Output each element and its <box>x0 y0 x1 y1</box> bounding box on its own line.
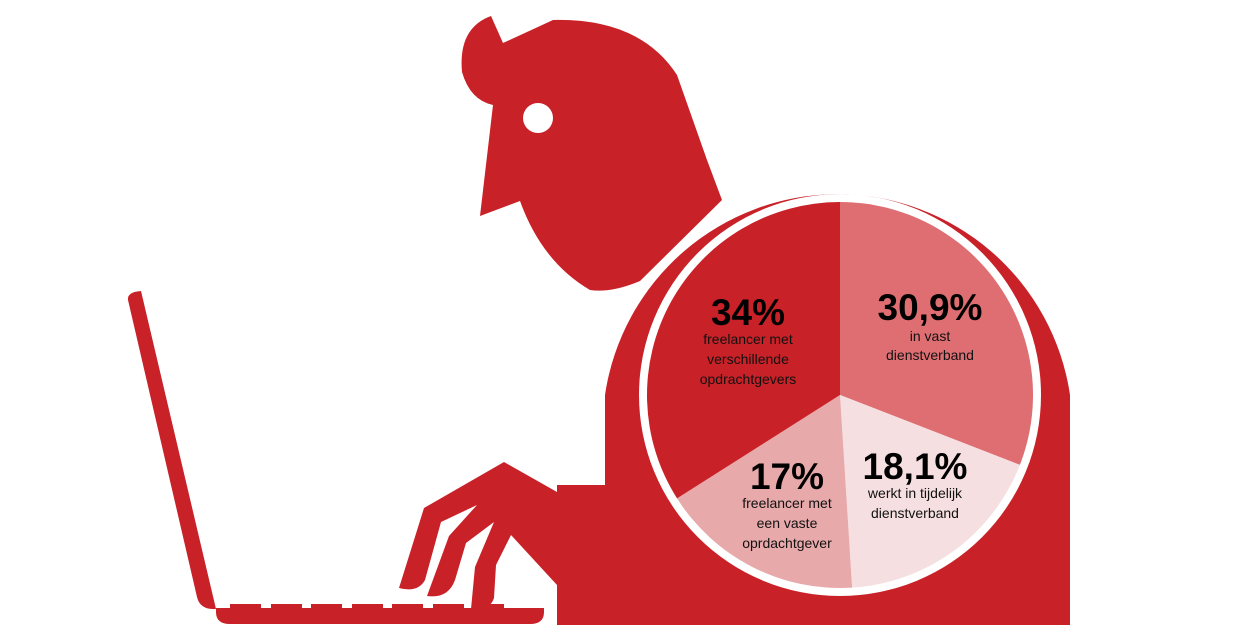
pie-slice-2 <box>677 395 853 588</box>
pie-chart <box>647 202 1033 588</box>
slice-text-0-1: dienstverband <box>886 347 974 363</box>
pie-slice-1 <box>840 395 1020 588</box>
slice-value-1: 18,1% <box>863 446 968 487</box>
slice-text-2-1: een vaste <box>757 515 818 531</box>
laptop-key <box>473 604 504 608</box>
laptop-base <box>216 608 544 624</box>
laptop-key <box>392 604 423 608</box>
laptop-key <box>230 604 261 608</box>
laptop-key <box>311 604 342 608</box>
slice-label-1: 18,1% werkt in tijdelijk dienstverband <box>863 446 968 521</box>
slice-value-0: 30,9% <box>878 287 983 328</box>
slice-value-2: 17% <box>750 456 824 497</box>
slice-text-1-1: dienstverband <box>871 505 959 521</box>
person-head <box>461 16 722 291</box>
slice-value-3: 34% <box>711 292 785 333</box>
laptop-screen <box>127 291 216 610</box>
slice-text-3-1: verschillende <box>707 351 789 367</box>
pie-slice-3 <box>647 202 840 499</box>
slice-text-0-0: in vast <box>910 328 951 344</box>
slice-text-3-2: opdrachtgevers <box>700 371 797 387</box>
laptop-keys <box>230 604 504 608</box>
laptop-key <box>352 604 383 608</box>
person-eye <box>523 103 553 133</box>
person-hand <box>399 462 557 610</box>
laptop-key <box>271 604 302 608</box>
slice-text-2-0: freelancer met <box>742 495 832 511</box>
pie-slice-0 <box>840 202 1033 465</box>
laptop-key <box>433 604 464 608</box>
slice-text-3-0: freelancer met <box>703 331 793 347</box>
slice-label-2: 17% freelancer met een vaste oprdachtgev… <box>742 456 832 551</box>
slice-label-0: 30,9% in vast dienstverband <box>878 287 983 363</box>
slice-label-3: 34% freelancer met verschillende opdrach… <box>700 292 797 387</box>
laptop-illustration <box>127 291 544 624</box>
slice-text-1-0: werkt in tijdelijk <box>867 485 963 501</box>
slice-text-2-2: oprdachtgever <box>742 535 832 551</box>
